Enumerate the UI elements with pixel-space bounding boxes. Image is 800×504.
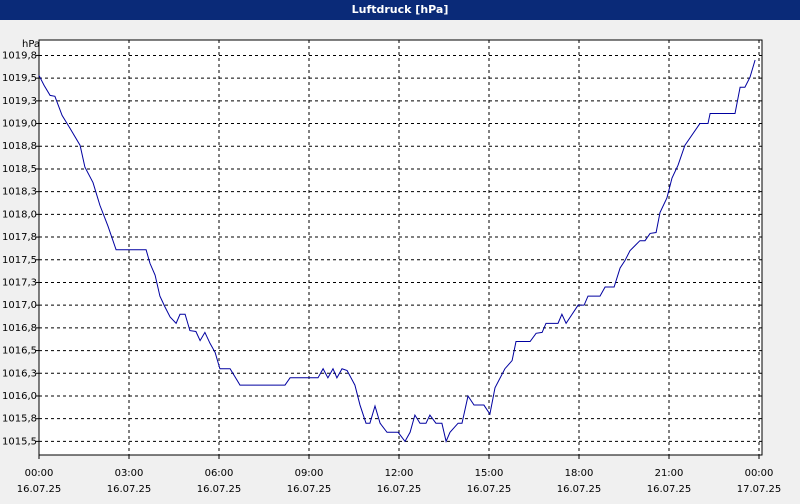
x-tick-date: 17.07.25 [737,484,782,495]
data-line [38,59,756,443]
y-tick-label: 1017,0 [2,300,37,311]
y-tick-label: 1018,3 [2,187,37,198]
y-tick-label: 1017,8 [2,232,37,243]
y-tick-label: 1018,5 [2,164,37,175]
y-tick-label: 1015,8 [2,414,37,425]
x-tick-date: 16.07.25 [17,484,62,495]
x-tick-label: 06:00 [205,468,234,479]
x-tick-label: 00:00 [745,468,774,479]
x-tick-date: 16.07.25 [467,484,512,495]
y-tick-label: 1019,0 [2,119,37,130]
y-tick-label: 1016,5 [2,346,37,357]
y-tick-label: 1018,0 [2,209,37,220]
y-tick-label: 1018,8 [2,141,37,152]
plot-area [38,39,763,456]
y-tick-label: 1019,8 [2,50,37,61]
x-tick-label: 09:00 [295,468,324,479]
chart-title: Luftdruck [hPa] [352,3,449,16]
y-tick-label: 1016,8 [2,323,37,334]
x-tick-date: 16.07.25 [107,484,152,495]
x-tick-label: 03:00 [115,468,144,479]
x-tick-label: 12:00 [385,468,414,479]
x-tick-label: 00:00 [25,468,54,479]
y-tick-label: 1019,3 [2,96,37,107]
y-tick-label: 1019,5 [2,73,37,84]
x-tick-label: 21:00 [655,468,684,479]
x-tick-date: 16.07.25 [377,484,422,495]
y-tick-label: 1016,3 [2,368,37,379]
x-tick-label: 15:00 [475,468,504,479]
x-tick-date: 16.07.25 [557,484,602,495]
title-bar [0,0,800,20]
x-tick-label: 18:00 [565,468,594,479]
y-tick-label: 1017,5 [2,255,37,266]
y-axis-label: hPa [22,39,40,50]
x-tick-date: 16.07.25 [647,484,692,495]
x-tick-date: 16.07.25 [287,484,332,495]
x-tick-date: 16.07.25 [197,484,242,495]
y-tick-label: 1015,5 [2,436,37,447]
y-tick-label: 1016,0 [2,391,37,402]
y-tick-label: 1017,3 [2,277,37,288]
